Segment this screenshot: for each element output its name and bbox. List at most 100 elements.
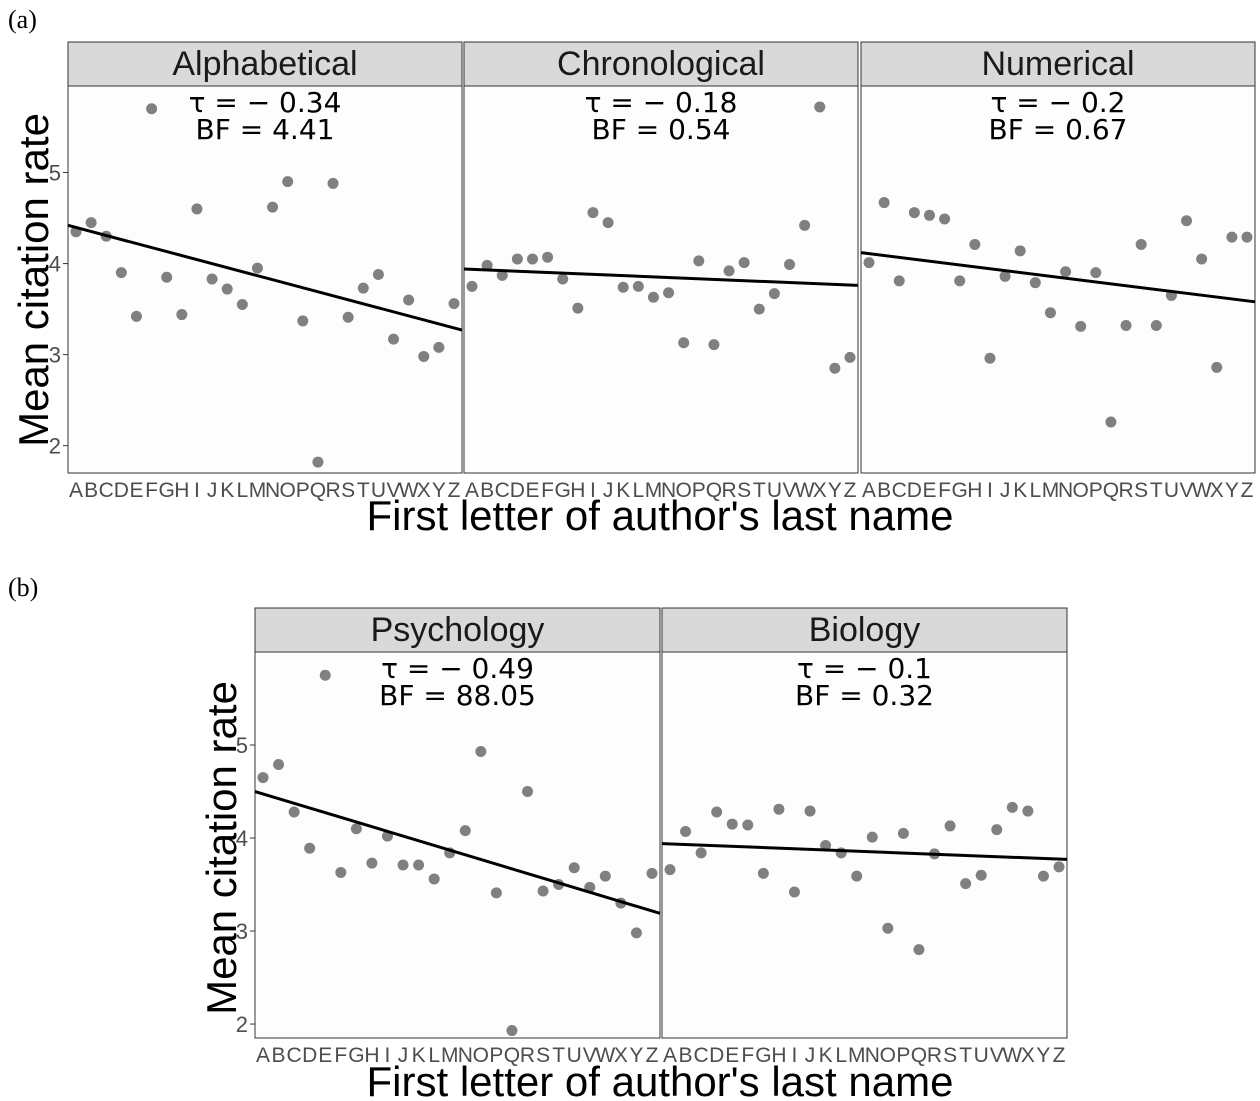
y-tick-label: 5 bbox=[49, 161, 61, 186]
x-tick-label: L bbox=[835, 1044, 847, 1067]
data-point bbox=[617, 281, 629, 293]
x-tick-label: A bbox=[256, 1044, 270, 1067]
x-tick-label: V bbox=[1180, 479, 1194, 502]
plot-area bbox=[463, 85, 859, 474]
x-tick-label: X bbox=[417, 479, 431, 502]
x-tick-label: T bbox=[959, 1044, 972, 1067]
x-tick-label: Y bbox=[1036, 1044, 1050, 1067]
data-point bbox=[297, 315, 309, 327]
data-point bbox=[1053, 861, 1065, 873]
x-tick-label: I bbox=[385, 1044, 391, 1067]
data-point bbox=[366, 857, 378, 869]
data-point bbox=[999, 270, 1011, 282]
x-tick-label: E bbox=[922, 479, 936, 502]
data-point bbox=[357, 282, 369, 294]
x-tick-label: C bbox=[892, 479, 907, 502]
x-tick-label: P bbox=[296, 479, 310, 502]
bf-annotation: BF = 0.67 bbox=[989, 113, 1128, 146]
data-point bbox=[680, 826, 692, 838]
x-tick-label: W bbox=[595, 1044, 615, 1067]
data-point bbox=[572, 302, 584, 314]
data-point bbox=[267, 201, 279, 213]
data-point bbox=[1006, 801, 1018, 813]
x-tick-label: H bbox=[364, 1044, 379, 1067]
y-tick-label: 4 bbox=[49, 252, 61, 277]
x-tick-label: R bbox=[520, 1044, 535, 1067]
x-tick-label: S bbox=[943, 1044, 957, 1067]
data-point bbox=[146, 103, 158, 115]
x-tick-label: V bbox=[583, 1044, 597, 1067]
x-tick-label: U bbox=[974, 1044, 989, 1067]
data-point bbox=[664, 864, 676, 876]
regression-line bbox=[254, 790, 661, 915]
data-point bbox=[799, 219, 811, 231]
data-point bbox=[991, 824, 1003, 836]
x-tick-label: V bbox=[387, 479, 401, 502]
data-point bbox=[738, 257, 750, 269]
data-point bbox=[1226, 231, 1238, 243]
x-tick-label: U bbox=[567, 1044, 582, 1067]
data-point bbox=[923, 209, 935, 221]
x-tick-label: H bbox=[967, 479, 982, 502]
x-tick-label: E bbox=[725, 1044, 739, 1067]
data-point bbox=[506, 1025, 518, 1037]
data-point bbox=[537, 885, 549, 897]
x-tick-label: M bbox=[645, 479, 663, 502]
data-point bbox=[1044, 307, 1056, 319]
y-tick-label: 2 bbox=[236, 1012, 248, 1037]
y-tick-label: 5 bbox=[236, 733, 248, 758]
x-tick-label: I bbox=[792, 1044, 798, 1067]
data-point bbox=[708, 339, 720, 351]
data-point bbox=[350, 823, 362, 835]
plot-area bbox=[254, 651, 661, 1039]
data-point bbox=[542, 251, 554, 263]
data-point bbox=[723, 265, 735, 277]
bf-annotation: BF = 0.32 bbox=[795, 679, 934, 712]
data-point bbox=[663, 287, 675, 299]
data-point bbox=[693, 255, 705, 267]
x-tick-label: Z bbox=[646, 1044, 659, 1067]
y-axis-title-b: Mean citation rate bbox=[198, 681, 245, 1015]
bf-annotation: BF = 4.41 bbox=[196, 113, 335, 146]
data-point bbox=[695, 847, 707, 859]
x-tick-label: B bbox=[679, 1044, 693, 1067]
data-point bbox=[496, 269, 508, 281]
regression-line bbox=[860, 251, 1256, 304]
y-tick-label: 3 bbox=[236, 919, 248, 944]
facet-numerical: Numerical A B C D E F G H I J K L MN O P Q R S T U VWX Y Zτ = −… bbox=[860, 41, 1256, 502]
x-tick-label: A bbox=[465, 479, 479, 502]
x-tick-label: P bbox=[692, 479, 706, 502]
panel-b: (b) Mean citation rate First letter of a… bbox=[8, 573, 1068, 1101]
data-point bbox=[975, 869, 987, 881]
data-point bbox=[1150, 319, 1162, 331]
data-point bbox=[788, 886, 800, 898]
data-point bbox=[866, 831, 878, 843]
data-point bbox=[844, 351, 856, 363]
facet-chronological: Chronological A B C D E F G H I J K L MN O P Q R S T U VWX Y Zτ… bbox=[463, 41, 859, 502]
data-point bbox=[587, 207, 599, 219]
facet-title: Biology bbox=[809, 611, 921, 649]
x-tick-label: C bbox=[99, 479, 114, 502]
x-tick-label: Q bbox=[911, 1044, 927, 1067]
data-point bbox=[475, 746, 487, 758]
data-point bbox=[773, 803, 785, 815]
facet-title: Alphabetical bbox=[172, 45, 357, 83]
data-point bbox=[221, 283, 233, 295]
data-point bbox=[1120, 319, 1132, 331]
x-tick-label: N bbox=[1058, 479, 1073, 502]
x-tick-label: K bbox=[412, 1044, 426, 1067]
x-tick-label: L bbox=[632, 479, 644, 502]
x-tick-label: R bbox=[1118, 479, 1133, 502]
data-point bbox=[820, 839, 832, 851]
facet-title: Numerical bbox=[981, 45, 1134, 83]
y-axis-title-a: Mean citation rate bbox=[10, 113, 57, 447]
x-tick-label: Y bbox=[629, 1044, 643, 1067]
data-point bbox=[1181, 215, 1193, 227]
data-point bbox=[768, 288, 780, 300]
x-tick-label: B bbox=[877, 479, 891, 502]
data-point bbox=[939, 213, 951, 225]
x-tick-label: W bbox=[1192, 479, 1212, 502]
x-tick-label: C bbox=[495, 479, 510, 502]
x-tick-label: N bbox=[458, 1044, 473, 1067]
x-tick-label: O bbox=[473, 1044, 489, 1067]
